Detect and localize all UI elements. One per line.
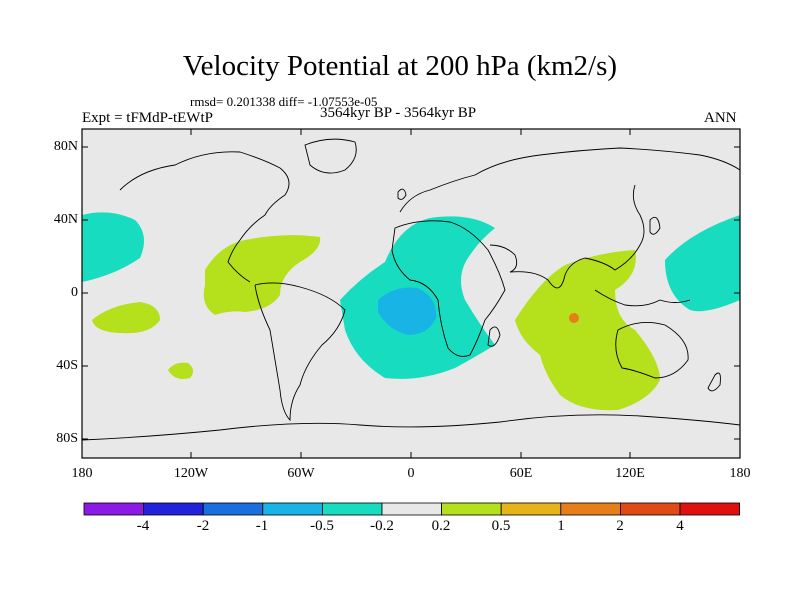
colorbar-label-neg1: -1	[255, 518, 269, 534]
lat-label-80n: 80N	[53, 139, 78, 154]
coast-arabia-india	[489, 244, 586, 289]
colorbar-label-neg2: -2	[196, 518, 210, 534]
contour-neg-pacific-west	[665, 215, 740, 312]
lon-label-120e: 120E	[615, 466, 645, 481]
contour-pos-pacific-south	[92, 302, 160, 334]
plot-title: Velocity Potential at 200 hPa (km2/s)	[182, 50, 618, 82]
coast-new-zealand	[707, 372, 721, 392]
lat-ticks	[82, 146, 740, 440]
season-label: ANN	[704, 110, 737, 126]
coast-eurasia	[399, 147, 741, 213]
colorbar-label-neg4: -4	[136, 518, 150, 534]
lon-ticks	[81, 129, 741, 458]
contour-neg-pacific-north	[82, 212, 144, 282]
colorbar-label-pos1: 1	[557, 518, 565, 534]
coast-southeast-asia	[594, 289, 691, 307]
lat-label-40n: 40N	[53, 212, 78, 227]
contour-pos-caribbean	[203, 235, 321, 315]
contour-pos-indian-ocean	[515, 250, 660, 411]
contour-neg-south-america	[378, 287, 437, 335]
colorbar-label-pos2: 2	[616, 518, 624, 534]
contour-fill-layer	[82, 212, 740, 411]
period-label: 3564kyr BP - 3564kyr BP	[320, 105, 477, 121]
stats-line: rmsd= 0.201338 diff= -1.07553e-05	[190, 94, 378, 109]
coast-africa	[391, 220, 506, 357]
coast-greenland	[304, 138, 357, 174]
coast-uk	[397, 188, 407, 200]
colorbar-label-pos4: 4	[676, 518, 684, 534]
contour-pos-indian-center	[569, 313, 579, 323]
coast-antarctica	[81, 414, 741, 441]
lat-label-40s: 40S	[56, 358, 78, 373]
lon-label-60w: 60W	[287, 466, 315, 481]
coastline-layer	[81, 138, 741, 441]
experiment-label: Expt = tFMdP-tEWtP	[82, 110, 213, 126]
lat-label-80s: 80S	[56, 431, 78, 446]
coast-japan	[649, 216, 661, 235]
coast-madagascar	[487, 326, 501, 347]
coast-north-america	[119, 151, 290, 283]
lon-label-180e: 180	[729, 466, 751, 481]
lat-label-eq: 0	[71, 285, 78, 300]
colorbar-label-pos05: 0.5	[491, 518, 511, 534]
lon-label-180w: 180	[71, 466, 93, 481]
colorbar-label-pos02: 0.2	[431, 518, 451, 534]
lon-label-120w: 120W	[173, 466, 209, 481]
coast-australia	[615, 321, 689, 379]
colorbar-label-neg02: -0.2	[370, 518, 394, 534]
coast-east-asia	[584, 184, 645, 271]
coast-south-america	[254, 282, 346, 422]
colorbar-label-neg05: -0.5	[310, 518, 334, 534]
contour-pos-pacific-small	[168, 362, 194, 379]
lon-label-60e: 60E	[509, 466, 533, 481]
lon-label-0: 0	[407, 466, 415, 481]
